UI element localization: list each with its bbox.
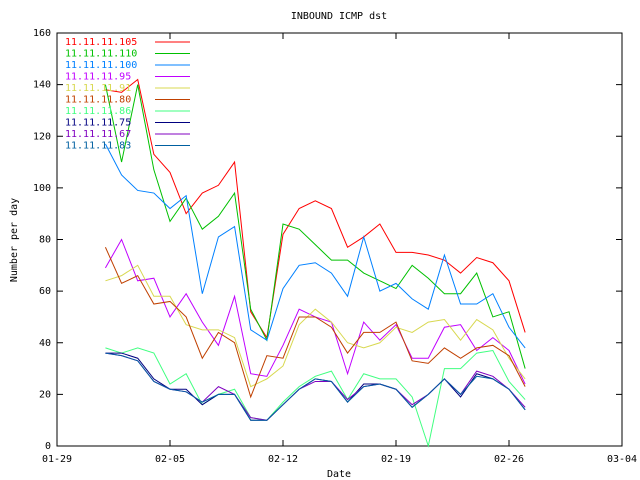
series-line (105, 352, 526, 421)
y-tick-label: 160 (33, 28, 51, 39)
x-tick-label: 03-04 (607, 454, 637, 465)
x-tick-label: 02-26 (494, 454, 524, 465)
legend-label: 11.11.11.110 (65, 49, 137, 60)
y-tick-label: 60 (39, 286, 51, 297)
legend-label: 11.11.11.83 (65, 141, 131, 152)
chart-title: INBOUND ICMP dst (291, 11, 387, 22)
y-tick-label: 140 (33, 80, 51, 91)
series-line (105, 352, 526, 421)
legend-label: 11.11.11.105 (65, 37, 137, 48)
legend-label: 11.11.11.95 (65, 72, 131, 83)
x-tick-label: 02-19 (381, 454, 411, 465)
legend-label: 11.11.11.86 (65, 106, 131, 117)
x-tick-label: 01-29 (42, 454, 72, 465)
x-tick-label: 02-05 (155, 454, 185, 465)
legend-label: 11.11.11.80 (65, 95, 131, 106)
y-tick-label: 80 (39, 235, 51, 246)
series-line (104, 143, 526, 349)
series-line (104, 247, 526, 399)
series-line (105, 347, 526, 448)
x-axis-title: Date (327, 469, 351, 480)
legend-label: 11.11.11.100 (65, 60, 137, 71)
y-tick-label: 120 (33, 131, 51, 142)
plot-frame (56, 32, 623, 447)
series-line (105, 264, 526, 388)
series-line (105, 78, 526, 339)
legend-label: 11.11.11.75 (65, 118, 131, 129)
y-tick-label: 40 (39, 338, 51, 349)
series-line (105, 352, 526, 421)
series-line (104, 238, 526, 385)
y-tick-label: 0 (45, 441, 51, 452)
y-axis-title: Number per day (9, 198, 20, 282)
series-line (104, 84, 526, 369)
legend-label: 11.11.11.91 (65, 83, 131, 94)
legend-label: 11.11.11.67 (65, 129, 131, 140)
y-tick-label: 20 (39, 389, 51, 400)
x-tick-label: 02-12 (268, 454, 298, 465)
y-tick-label: 100 (33, 183, 51, 194)
